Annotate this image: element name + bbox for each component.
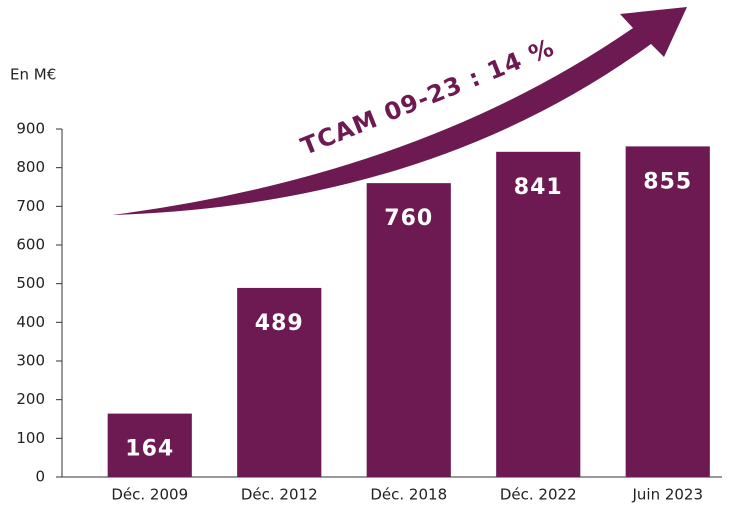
bar xyxy=(625,146,710,477)
x-tick-label: Déc. 2018 xyxy=(370,486,447,504)
y-tick-label: 600 xyxy=(16,236,45,254)
y-tick-label: 900 xyxy=(16,120,45,138)
value-label: 841 xyxy=(514,175,563,200)
bar xyxy=(366,183,451,477)
unit-label: En M€ xyxy=(10,66,56,84)
value-label: 489 xyxy=(255,311,304,336)
y-tick-label: 500 xyxy=(16,274,45,292)
value-label: 855 xyxy=(643,169,692,194)
value-label: 164 xyxy=(125,437,174,462)
bar xyxy=(107,413,192,477)
x-tick-label: Juin 2023 xyxy=(631,486,703,504)
y-tick-label: 700 xyxy=(16,197,45,215)
x-tick-label: Déc. 2012 xyxy=(241,486,318,504)
y-tick-label: 200 xyxy=(16,390,45,408)
bar xyxy=(237,287,322,477)
value-label: 760 xyxy=(384,206,433,231)
y-tick-label: 100 xyxy=(16,429,45,447)
y-tick-label: 400 xyxy=(16,313,45,331)
x-tick-label: Déc. 2009 xyxy=(111,486,188,504)
x-tick-label: Déc. 2022 xyxy=(500,486,577,504)
y-tick-label: 0 xyxy=(35,468,45,486)
y-tick-label: 800 xyxy=(16,158,45,176)
y-tick-label: 300 xyxy=(16,352,45,370)
bar xyxy=(496,151,581,477)
